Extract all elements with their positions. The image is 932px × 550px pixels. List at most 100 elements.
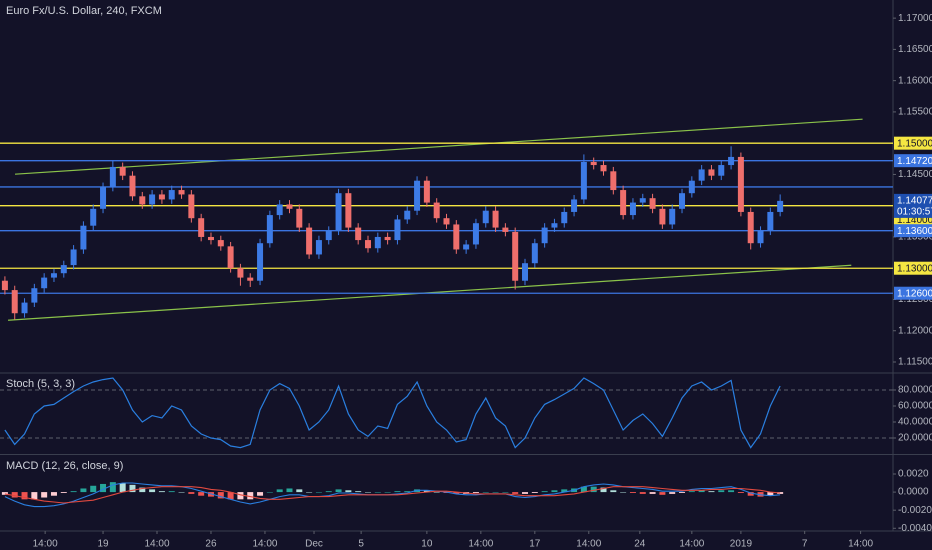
- x-tick-label: 14:00: [576, 539, 601, 550]
- candle-body: [296, 208, 303, 228]
- y-tick-label: 60.0000: [898, 401, 932, 412]
- macd-histogram-bar: [149, 489, 156, 493]
- candle-body: [355, 227, 362, 241]
- macd-histogram-bar: [178, 492, 185, 493]
- y-tick-label: 1.14500: [898, 169, 932, 180]
- candle-body: [649, 198, 656, 209]
- macd-histogram-bar: [168, 491, 175, 493]
- candle-body: [639, 198, 646, 203]
- macd-histogram-bar: [139, 487, 146, 493]
- level-label: 1.12600: [897, 288, 932, 299]
- macd-histogram-bar: [90, 485, 97, 493]
- candle-body: [708, 169, 715, 176]
- macd-histogram-bar: [502, 492, 509, 493]
- candle-body: [551, 223, 558, 228]
- candle-body: [109, 166, 116, 187]
- candle-body: [247, 277, 254, 281]
- candle-body: [669, 208, 676, 225]
- y-tick-label: -0.0040: [898, 523, 932, 534]
- candle-body: [629, 202, 636, 216]
- candle-body: [198, 218, 205, 237]
- candle-body: [227, 246, 234, 269]
- macd-histogram-bar: [198, 492, 205, 496]
- macd-histogram-bar: [551, 490, 558, 493]
- macd-histogram-bar: [777, 492, 784, 494]
- candle-body: [70, 249, 77, 266]
- macd-histogram-bar: [492, 492, 499, 493]
- candle-body: [31, 288, 38, 303]
- macd-histogram-bar: [747, 492, 754, 496]
- x-tick-label: 2019: [730, 539, 753, 550]
- x-tick-label: 14:00: [252, 539, 277, 550]
- macd-histogram-bar: [679, 492, 686, 493]
- candle-body: [492, 210, 499, 228]
- macd-histogram-bar: [227, 492, 234, 500]
- candle-body: [60, 265, 67, 274]
- candle-body: [472, 223, 479, 245]
- candle-body: [237, 268, 244, 278]
- macd-histogram-bar: [590, 486, 597, 493]
- candle-body: [11, 290, 18, 314]
- macd-histogram-bar: [404, 491, 411, 493]
- macd-histogram-bar: [335, 489, 342, 493]
- macd-histogram-bar: [355, 491, 362, 493]
- candle-body: [149, 194, 156, 205]
- x-tick-label: Dec: [305, 539, 323, 550]
- candle-body: [531, 243, 538, 264]
- candle-body: [50, 273, 57, 278]
- candle-body: [512, 231, 519, 281]
- candle-body: [610, 171, 617, 191]
- x-tick-label: 14:00: [679, 539, 704, 550]
- candle-body: [217, 240, 224, 247]
- candle-body: [364, 240, 371, 249]
- macd-histogram-bar: [600, 487, 607, 493]
- macd-histogram-bar: [453, 492, 460, 494]
- level-label: 1.14720: [897, 156, 932, 167]
- macd-histogram-bar: [659, 492, 666, 495]
- macd-histogram-bar: [728, 490, 735, 493]
- candle-body: [777, 200, 784, 212]
- macd-histogram-bar: [296, 489, 303, 493]
- y-tick-label: 0.0000: [898, 487, 929, 498]
- candle-body: [207, 236, 214, 241]
- macd-histogram-bar: [374, 492, 381, 493]
- macd-histogram-bar: [737, 492, 744, 493]
- level-label: 1.13600: [897, 226, 932, 237]
- x-tick-label: 7: [802, 539, 808, 550]
- macd-histogram-bar: [482, 492, 489, 493]
- macd-histogram-bar: [276, 489, 283, 493]
- macd-histogram-bar: [423, 490, 430, 493]
- x-tick-label: 19: [97, 539, 109, 550]
- x-tick-label: 14:00: [33, 539, 58, 550]
- candle-body: [679, 193, 686, 209]
- x-tick-label: 14:00: [144, 539, 169, 550]
- y-tick-label: -0.0020: [898, 505, 932, 516]
- candle-body: [139, 196, 146, 205]
- x-tick-label: 14:00: [848, 539, 873, 550]
- y-tick-label: 1.12000: [898, 325, 932, 336]
- x-tick-label: 26: [205, 539, 217, 550]
- candle-body: [737, 156, 744, 212]
- candle-body: [620, 190, 627, 216]
- candle-body: [168, 190, 175, 200]
- last-price: 1.14077: [897, 196, 932, 207]
- macd-histogram-bar: [158, 491, 165, 493]
- candle-body: [335, 193, 342, 231]
- candle-body: [414, 180, 421, 211]
- candle-body: [757, 230, 764, 244]
- macd-histogram-bar: [70, 491, 77, 493]
- chart-title: Euro Fx/U.S. Dollar, 240, FXCM: [6, 5, 162, 17]
- candle-body: [315, 240, 322, 255]
- candle-body: [571, 199, 578, 212]
- macd-histogram-bar: [247, 492, 254, 500]
- macd-histogram-bar: [50, 492, 57, 496]
- macd-histogram-bar: [129, 484, 136, 493]
- candle-body: [659, 208, 666, 225]
- macd-histogram-bar: [60, 492, 67, 493]
- level-label-bg: [894, 136, 932, 150]
- x-tick-label: 24: [634, 539, 646, 550]
- candle-body: [522, 263, 529, 281]
- macd-histogram-bar: [639, 492, 646, 494]
- candle-body: [100, 186, 107, 209]
